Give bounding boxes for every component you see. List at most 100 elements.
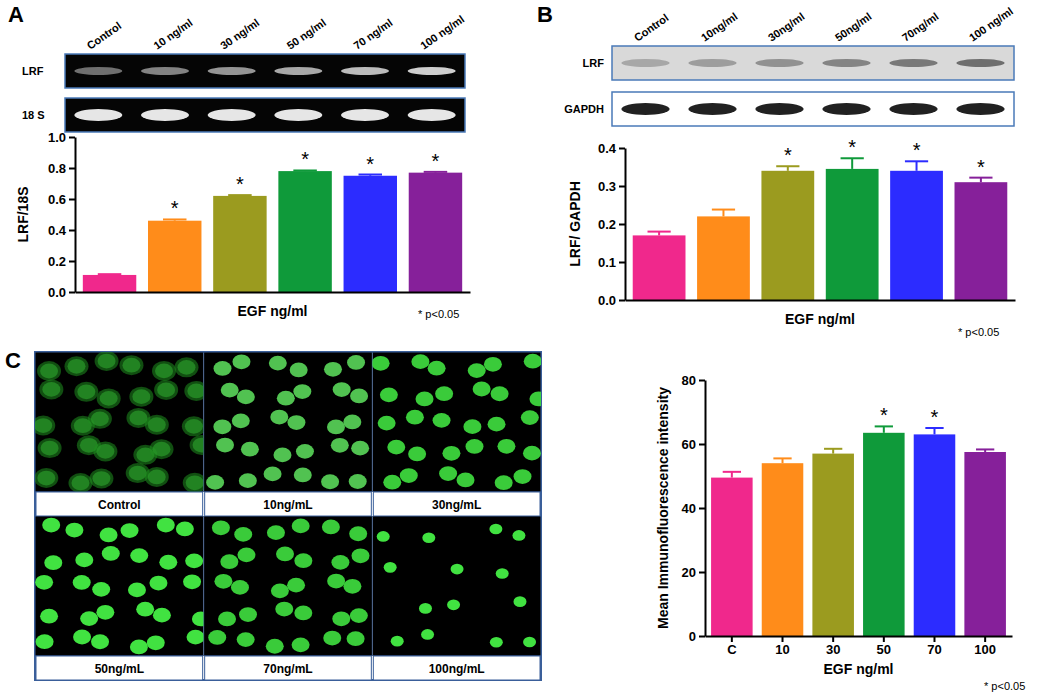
cell-nucleus — [322, 520, 340, 535]
y-tick-label: 20 — [682, 565, 696, 580]
cell — [119, 355, 143, 375]
y-tick-mark — [699, 380, 705, 382]
cell-nucleus — [37, 471, 55, 486]
cell-nucleus — [44, 555, 62, 570]
error-cap — [98, 273, 122, 275]
y-tick-label: 0.8 — [48, 161, 66, 176]
annotation: * p<0.05 — [418, 308, 459, 320]
cell — [39, 379, 63, 399]
y-tick-mark — [69, 230, 75, 232]
x-tick: 100 — [974, 636, 996, 657]
error-bar — [976, 449, 994, 452]
blot-band — [208, 109, 256, 121]
blot-band — [822, 103, 870, 115]
cell-nucleus — [153, 442, 171, 457]
micrograph — [372, 516, 541, 656]
cell-nucleus — [100, 528, 118, 543]
cell-nucleus — [277, 391, 295, 406]
error-bar — [647, 232, 670, 236]
cell-nucleus — [489, 524, 502, 535]
cell-nucleus — [383, 475, 401, 490]
x-tick: 30 — [826, 636, 840, 657]
error-cap — [723, 471, 741, 473]
significance-star: * — [432, 150, 440, 172]
blot-row-label: GAPDH — [564, 103, 604, 115]
x-tick-mark — [832, 636, 834, 642]
significance-star: * — [171, 197, 179, 219]
blot-band — [755, 59, 803, 67]
bar — [278, 171, 331, 292]
significance-star: * — [880, 404, 888, 426]
bar — [711, 478, 753, 636]
cell — [152, 361, 176, 381]
x-tick-mark — [782, 636, 784, 642]
cell-nucleus — [71, 476, 89, 491]
cell-nucleus — [484, 357, 502, 372]
error-bar — [925, 428, 943, 434]
error-bar — [875, 426, 893, 432]
y-tick-label: 0.0 — [598, 293, 616, 308]
bar — [762, 463, 804, 636]
cell-nucleus — [92, 471, 110, 486]
cell-nucleus — [377, 531, 390, 542]
cell-nucleus — [273, 448, 291, 463]
cell — [38, 438, 62, 458]
cell-nucleus — [232, 413, 250, 428]
cell-nucleus — [323, 631, 341, 646]
bar — [955, 182, 1008, 300]
error-bar — [969, 178, 992, 183]
y-tick: 0.2 — [598, 217, 625, 232]
y-tick: 0 — [689, 629, 705, 644]
cell-nucleus — [130, 640, 148, 655]
cell-nucleus — [176, 522, 194, 537]
error-cap — [976, 448, 994, 450]
annotation: * p<0.05 — [958, 326, 999, 338]
cell-nucleus — [490, 637, 503, 648]
blot-band — [341, 109, 389, 121]
x-tick: C — [727, 636, 737, 657]
cell-nucleus — [495, 475, 513, 490]
cell-nucleus — [185, 553, 203, 568]
blot-band — [688, 103, 736, 115]
cell-nucleus — [529, 392, 541, 407]
cell-nucleus — [491, 386, 509, 401]
x-tick-mark — [933, 636, 935, 642]
y-tick: 0.8 — [48, 161, 75, 176]
y-axis: 0.00.20.40.60.81.0 — [48, 130, 76, 300]
y-tick-label: 0.2 — [48, 254, 66, 269]
cell-nucleus — [378, 416, 396, 431]
cell-nucleus — [122, 358, 140, 373]
error-bar — [841, 158, 864, 169]
cell-nucleus — [352, 548, 370, 563]
cell-nucleus — [343, 579, 361, 594]
significance-star: * — [977, 156, 985, 178]
y-axis: 0.00.10.20.30.4 — [598, 141, 626, 308]
cell-nucleus — [218, 612, 236, 627]
cell-nucleus — [442, 446, 460, 461]
cell-nucleus — [463, 419, 481, 434]
cell-nucleus — [35, 418, 52, 433]
cell-nucleus — [270, 410, 288, 425]
cell-nucleus — [178, 360, 196, 375]
cell-nucleus — [239, 473, 257, 488]
cell-nucleus — [130, 548, 148, 563]
lane-label: Control — [85, 19, 124, 51]
lane-label: 50 ng/ml — [285, 16, 328, 51]
x-tick-label: 10 — [775, 642, 789, 657]
bar — [344, 176, 397, 292]
x-tick: 10 — [775, 636, 789, 657]
cell-nucleus — [68, 359, 86, 374]
blot-band — [274, 109, 322, 121]
bar — [633, 235, 686, 300]
significance-star: * — [913, 139, 921, 161]
x-axis-line — [706, 636, 1013, 638]
micrograph-bg — [35, 352, 204, 492]
bar — [964, 452, 1006, 636]
blot-band — [956, 59, 1004, 67]
y-tick-mark — [619, 148, 625, 150]
y-tick-mark — [699, 444, 705, 446]
cell-nucleus — [408, 447, 426, 462]
cell-nucleus — [157, 383, 175, 398]
cell-nucleus — [237, 390, 255, 405]
y-tick-label: 0.3 — [598, 179, 616, 194]
